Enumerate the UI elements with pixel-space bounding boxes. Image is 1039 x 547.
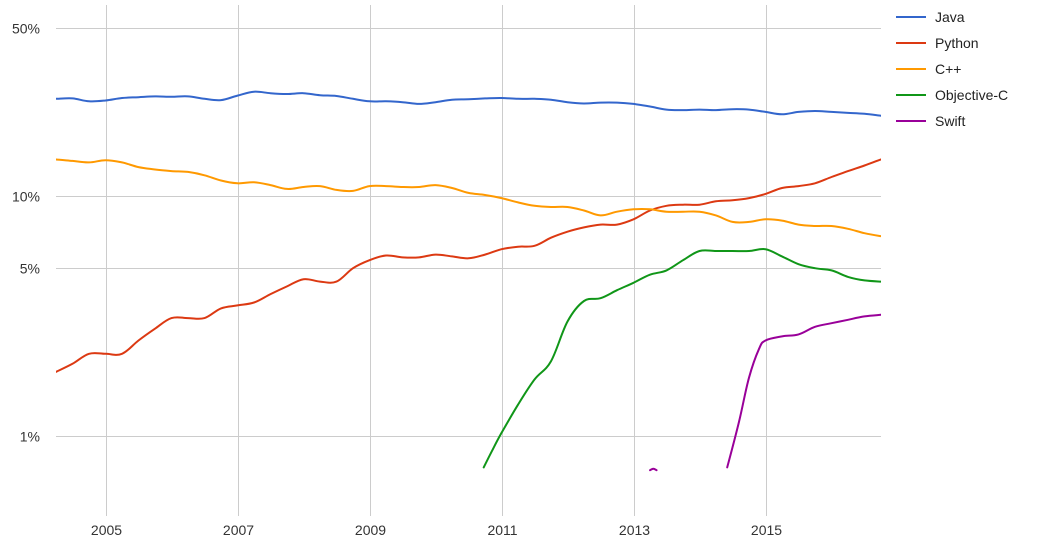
legend-item-objective-c[interactable]: Objective-C (896, 87, 1008, 103)
grid (56, 5, 881, 516)
x-tick-label: 2011 (487, 522, 517, 538)
x-tick-label: 2015 (751, 522, 782, 538)
legend-label: Python (935, 35, 979, 51)
series-line-swift-fragment (649, 467, 658, 472)
series-line-swift (726, 313, 881, 469)
series-line-c- (56, 158, 881, 238)
x-tick-label: 2013 (619, 522, 650, 538)
legend-item-python[interactable]: Python (896, 35, 979, 51)
legend-label: Swift (935, 113, 965, 129)
x-tick-label: 2005 (91, 522, 122, 538)
legend-label: Objective-C (935, 87, 1008, 103)
series-line-java (56, 90, 881, 117)
axis-labels: 50% 10% 5% 1% 2005 2007 2009 2011 2013 2015 (12, 21, 782, 539)
series-lines (56, 90, 881, 472)
x-tick-label: 2007 (223, 522, 254, 538)
legend-label: Java (935, 9, 965, 25)
y-tick-label: 10% (12, 189, 40, 205)
series-line-objective-c (482, 248, 881, 469)
y-tick-label: 50% (12, 21, 40, 37)
legend-label: C++ (935, 61, 961, 77)
y-tick-label: 1% (20, 429, 40, 445)
x-tick-label: 2009 (355, 522, 386, 538)
legend-item-java[interactable]: Java (896, 9, 965, 25)
legend-item-swift[interactable]: Swift (896, 113, 965, 129)
legend[interactable]: Java Python C++ Objective-C Swift (896, 9, 1008, 129)
legend-item-c-[interactable]: C++ (896, 61, 961, 77)
y-tick-label: 5% (20, 261, 40, 277)
series-line-python (56, 158, 881, 373)
